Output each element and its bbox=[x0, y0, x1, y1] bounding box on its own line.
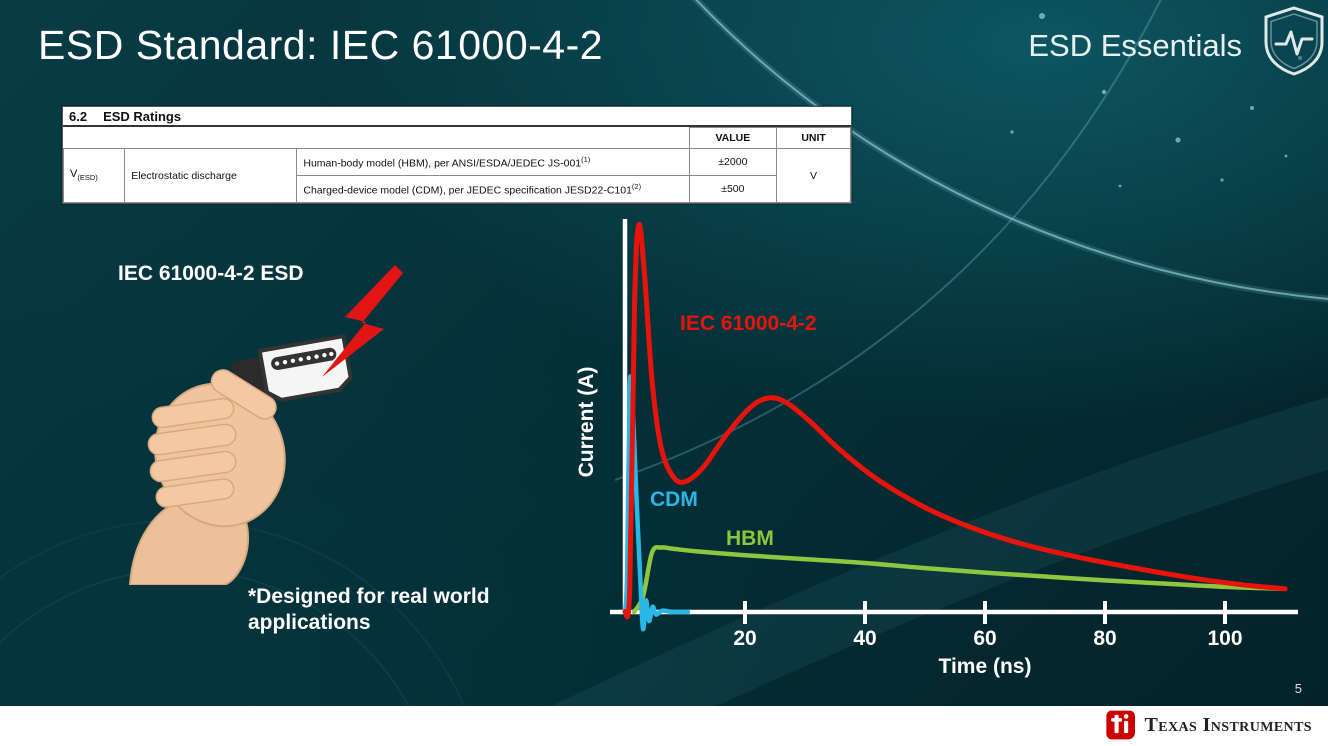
ratings-caption: 6.2 ESD Ratings bbox=[63, 107, 851, 127]
section-title: ESD Ratings bbox=[103, 109, 182, 124]
x-tick-label: 40 bbox=[853, 627, 876, 650]
series-title: ESD Essentials bbox=[1028, 28, 1242, 63]
footer-bar: Texas Instruments bbox=[0, 706, 1328, 746]
series-curve-cdm bbox=[622, 374, 691, 632]
section-number: 6.2 bbox=[69, 109, 88, 124]
footnote-ref: (2) bbox=[631, 181, 642, 191]
ti-logo-icon bbox=[1106, 710, 1136, 740]
series-curve-iec-61000-4-2 bbox=[622, 221, 1288, 620]
series-curve-hbm bbox=[631, 545, 1288, 615]
table-row: Charged-device model (CDM), per JEDEC sp… bbox=[64, 175, 851, 203]
x-tick-label: 60 bbox=[973, 627, 996, 650]
condition-hbm: Human-body model (HBM), per ANSI/ESDA/JE… bbox=[296, 148, 690, 176]
sparkle-dots bbox=[1010, 13, 1302, 188]
footnote-ref: (1) bbox=[581, 154, 591, 164]
condition-text: Human-body model (HBM), per ANSI/ESDA/JE… bbox=[303, 157, 582, 170]
x-tick-label: 100 bbox=[1207, 627, 1242, 650]
esd-discharge-illustration bbox=[128, 265, 403, 585]
x-axis-label: Time (ns) bbox=[938, 655, 1032, 678]
background-swoosh bbox=[551, 0, 1328, 706]
value-hbm: ±2000 bbox=[688, 148, 778, 176]
lightning-icon bbox=[322, 265, 403, 377]
col-unit: UNIT bbox=[776, 127, 851, 149]
illustration-caption: IEC 61000-4-2 ESD bbox=[118, 262, 304, 285]
shield-icon bbox=[1264, 6, 1324, 76]
header-blank bbox=[63, 127, 690, 149]
series-label-cdm: CDM bbox=[650, 488, 698, 511]
condition-text: Charged-device model (CDM), per JEDEC sp… bbox=[303, 184, 632, 197]
slide-title: ESD Standard: IEC 61000-4-2 bbox=[38, 22, 604, 68]
esd-ratings-panel: 6.2 ESD Ratings VALUE UNIT V(ESD) Electro… bbox=[62, 106, 852, 204]
table-header-row: VALUE UNIT bbox=[63, 127, 851, 149]
series-label-hbm: HBM bbox=[726, 527, 774, 550]
symbol-base: V bbox=[70, 168, 78, 181]
param-symbol: V(ESD) bbox=[62, 148, 126, 203]
esd-ratings-table: VALUE UNIT V(ESD) Electrostatic discharg… bbox=[62, 127, 851, 203]
footer-brand: Texas Instruments bbox=[1105, 709, 1312, 741]
waveform-chart: 20 40 60 80 100 bbox=[610, 219, 1298, 650]
col-value: VALUE bbox=[688, 127, 778, 149]
hand-illustration bbox=[128, 369, 286, 585]
page-number: 5 bbox=[1294, 681, 1302, 696]
series-label-iec: IEC 61000-4-2 bbox=[680, 312, 817, 335]
value-cdm: ±500 bbox=[688, 175, 778, 203]
x-tick-label: 20 bbox=[733, 627, 756, 650]
table-row: V(ESD) Electrostatic discharge Human-bod… bbox=[62, 148, 851, 203]
heartbeat-pulse-icon bbox=[1274, 30, 1314, 56]
slide-footnote: *Designed for real world applications bbox=[248, 585, 490, 635]
condition-cdm: Charged-device model (CDM), per JEDEC sp… bbox=[296, 175, 690, 203]
symbol-subscript: (ESD) bbox=[77, 173, 98, 183]
param-name: Electrostatic discharge bbox=[124, 148, 298, 203]
unit-cell: V bbox=[776, 148, 851, 203]
y-axis-label: Current (A) bbox=[575, 366, 598, 478]
footer-brand-text: Texas Instruments bbox=[1144, 713, 1312, 736]
x-tick-label: 80 bbox=[1093, 627, 1116, 650]
